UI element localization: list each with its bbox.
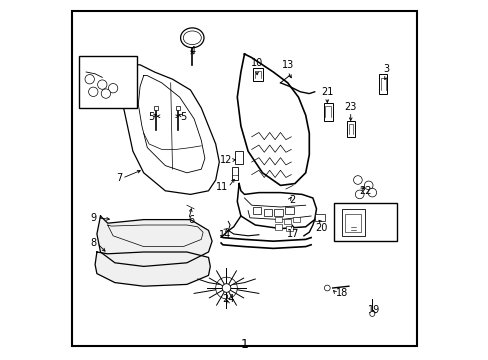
Text: 23: 23 (344, 102, 356, 112)
Text: 24: 24 (222, 294, 234, 304)
Circle shape (108, 84, 118, 93)
Bar (79, 56, 136, 108)
Text: 4: 4 (189, 46, 195, 56)
Bar (345, 214, 361, 232)
Bar (274, 209, 283, 216)
Text: 14: 14 (218, 230, 230, 240)
Text: 15: 15 (98, 57, 110, 67)
Text: 2: 2 (289, 195, 295, 205)
Ellipse shape (180, 28, 203, 48)
Bar (379, 74, 386, 94)
Text: 21: 21 (321, 87, 333, 97)
Bar (235, 151, 242, 164)
Text: 7: 7 (116, 173, 122, 183)
Bar (341, 209, 365, 236)
Bar (154, 106, 158, 110)
Polygon shape (95, 252, 210, 286)
Text: 5: 5 (180, 112, 186, 122)
Circle shape (101, 89, 110, 98)
Circle shape (353, 176, 362, 184)
Text: 10: 10 (250, 58, 263, 68)
Bar (252, 207, 261, 214)
Bar (314, 214, 325, 221)
Text: 13: 13 (281, 60, 293, 70)
Circle shape (369, 311, 374, 316)
Circle shape (222, 284, 230, 292)
Text: 11: 11 (216, 182, 228, 192)
Bar (253, 68, 262, 81)
Bar (285, 207, 293, 214)
Bar (346, 121, 354, 137)
Text: 22: 22 (359, 186, 371, 196)
Text: 5: 5 (147, 112, 154, 122)
Text: 20: 20 (315, 223, 327, 233)
Ellipse shape (183, 31, 201, 45)
Text: 9: 9 (91, 213, 97, 223)
Circle shape (364, 181, 372, 190)
Bar (175, 106, 180, 110)
Bar (284, 219, 291, 224)
Text: 19: 19 (367, 305, 380, 315)
Circle shape (324, 285, 329, 291)
Circle shape (367, 188, 376, 197)
Circle shape (98, 80, 107, 89)
Bar (292, 217, 300, 222)
Text: 8: 8 (91, 238, 97, 248)
Bar (275, 224, 282, 230)
Text: 18: 18 (336, 288, 348, 298)
Text: 12: 12 (219, 155, 231, 165)
Bar (334, 203, 397, 241)
Circle shape (355, 190, 363, 199)
Polygon shape (97, 216, 212, 266)
Circle shape (88, 87, 98, 96)
Bar (323, 103, 332, 121)
Text: 6: 6 (188, 215, 194, 225)
Bar (231, 167, 238, 180)
Bar (275, 217, 282, 222)
Text: 3: 3 (383, 64, 389, 74)
Text: 17: 17 (286, 229, 299, 239)
Text: 1: 1 (240, 338, 248, 351)
Text: 16: 16 (339, 232, 351, 242)
Bar (285, 226, 292, 231)
Bar (263, 209, 272, 216)
Circle shape (85, 75, 94, 84)
